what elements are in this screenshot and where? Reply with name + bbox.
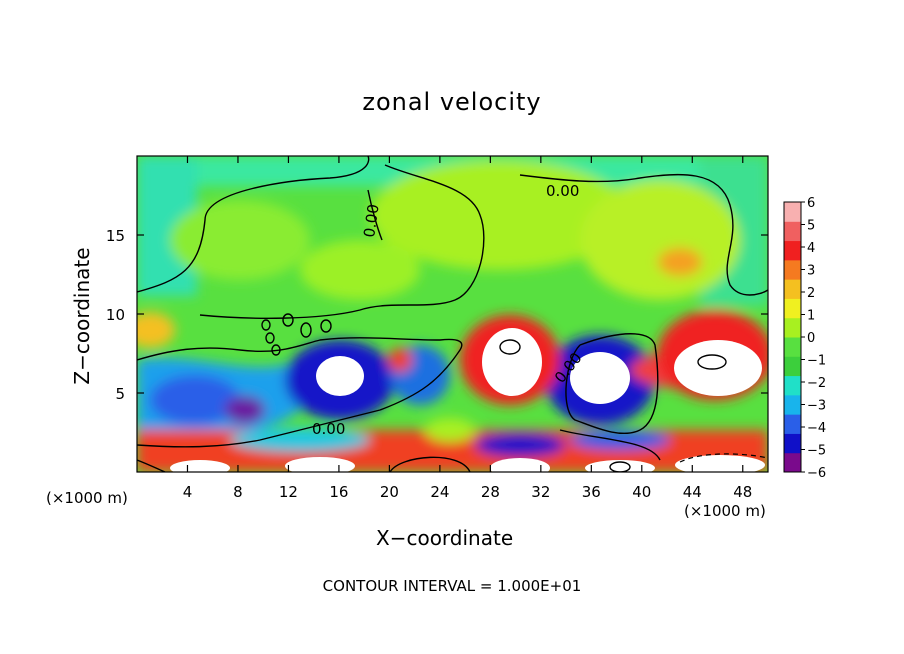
x-tick-label: 12 (279, 483, 298, 501)
heatmap-field (137, 156, 768, 472)
colorbar-swatch (784, 414, 801, 434)
colorbar-swatch (784, 452, 801, 473)
x-tick-label: 48 (733, 483, 752, 501)
colorbar-swatch (784, 433, 801, 454)
x-unit-label-right: (×1000 m) (684, 502, 766, 520)
colorbar-label: −6 (807, 466, 826, 481)
colorbar-label: 1 (807, 309, 815, 324)
colorbar-label: −4 (807, 421, 826, 436)
contour-interval-note: CONTOUR INTERVAL = 1.000E+01 (322, 577, 582, 595)
x-tick-label: 40 (632, 483, 651, 501)
colorbar-swatch (784, 221, 801, 242)
x-tick-label: 32 (531, 483, 550, 501)
colorbar-label: 5 (807, 219, 815, 234)
contour-label: 0.00 (360, 203, 382, 239)
colorbar-swatch (784, 298, 801, 319)
colorbar-label: −1 (807, 354, 826, 369)
contour-label: 0.00 (546, 182, 579, 200)
x-tick-label: 4 (183, 483, 193, 501)
colorbar-swatch (784, 356, 801, 377)
x-axis-label: X−coordinate (376, 526, 514, 550)
y-axis: 5 10 15 (106, 227, 768, 403)
colorbar-swatch (784, 240, 801, 261)
contour-label: 0.00 (312, 420, 345, 438)
x-tick-label: 16 (329, 483, 348, 501)
colorbar-swatch (784, 202, 801, 222)
colorbar-swatch (784, 317, 801, 338)
y-tick-label: 5 (115, 385, 125, 403)
x-tick-label: 8 (233, 483, 243, 501)
colorbar-label: −5 (807, 444, 826, 459)
colorbar-label: 3 (807, 264, 815, 279)
colorbar-label: 4 (807, 241, 815, 256)
x-axis: 4 8 12 16 20 24 28 32 36 40 44 48 (183, 156, 752, 501)
x-tick-label: 28 (481, 483, 500, 501)
x-tick-label: 20 (380, 483, 399, 501)
colorbar-swatch (784, 279, 801, 299)
y-axis-label: Z−coordinate (70, 247, 94, 385)
colorbar-label: 2 (807, 286, 815, 301)
colorbar-label: 0 (807, 331, 815, 346)
chart-title: zonal velocity (362, 88, 542, 116)
colorbar-label: 6 (807, 196, 815, 211)
colorbar-swatch (784, 375, 801, 396)
y-tick-label: 10 (106, 306, 125, 324)
colorbar-swatch (784, 259, 801, 280)
colorbar-label: −3 (807, 399, 826, 414)
x-tick-label: 44 (683, 483, 702, 501)
y-tick-label: 15 (106, 227, 125, 245)
colorbar-swatch (784, 394, 801, 415)
colorbar: 6 5 4 3 2 1 0 −1 −2 −3 −4 −5 −6 (783, 196, 826, 481)
colorbar-swatch (784, 337, 801, 357)
x-tick-label: 36 (582, 483, 601, 501)
colorbar-label: −2 (807, 376, 826, 391)
x-unit-label-left: (×1000 m) (46, 489, 128, 507)
x-tick-label: 24 (430, 483, 449, 501)
